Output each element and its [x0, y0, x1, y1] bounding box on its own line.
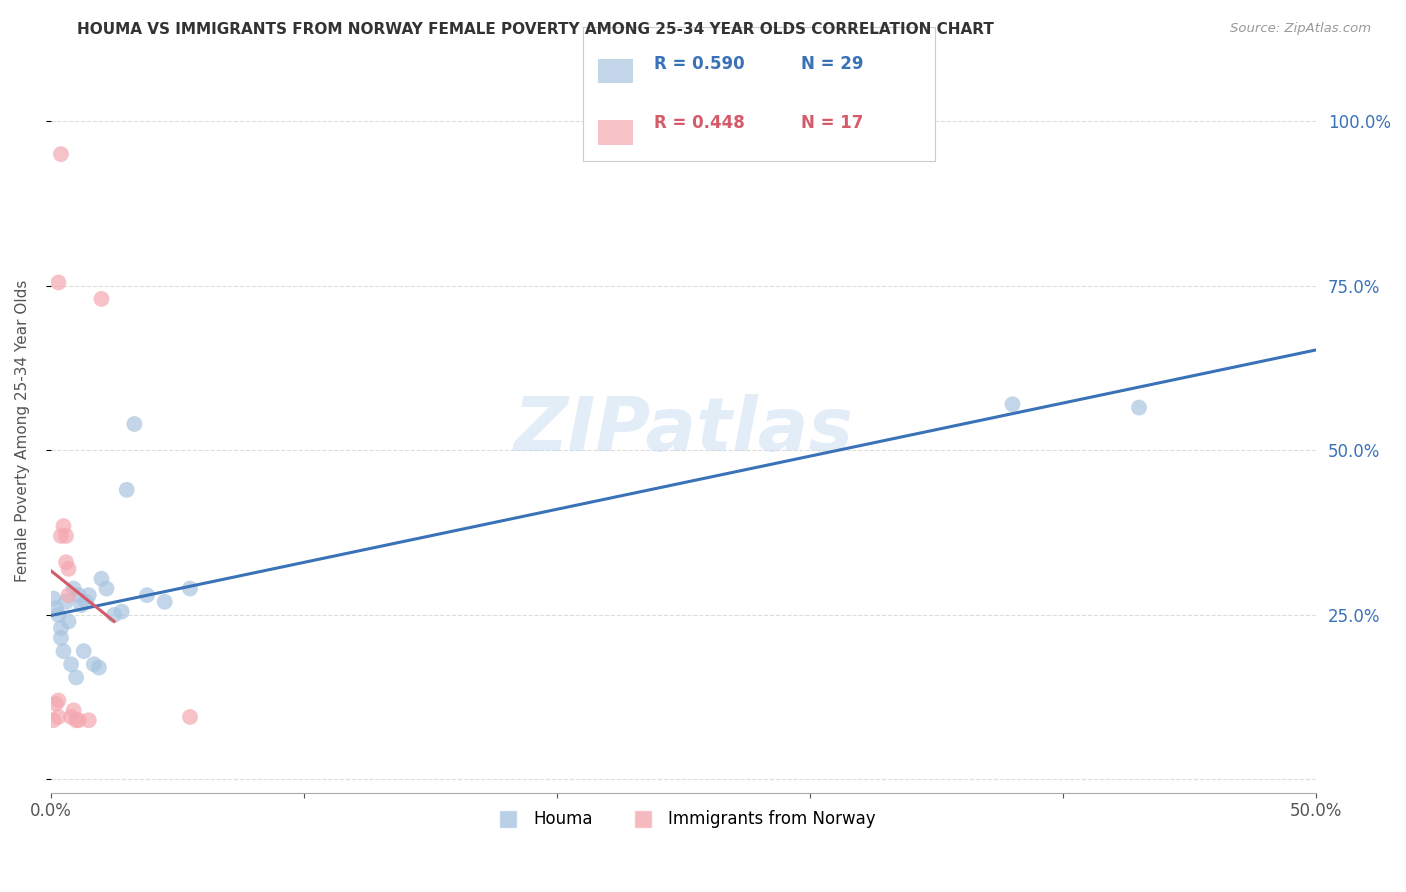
Point: [42, 713, 65, 727]
Text: N = 17: N = 17: [801, 114, 863, 132]
Point: [62, 582, 84, 596]
Point: [45, 601, 67, 615]
Bar: [598, 120, 633, 145]
Point: [83, 657, 105, 672]
Point: [49, 147, 72, 161]
Text: HOUMA VS IMMIGRANTS FROM NORWAY FEMALE POVERTY AMONG 25-34 YEAR OLDS CORRELATION: HOUMA VS IMMIGRANTS FROM NORWAY FEMALE P…: [77, 22, 994, 37]
Point: [45, 697, 67, 711]
Point: [58, 588, 80, 602]
Point: [1128, 401, 1150, 415]
Point: [49, 621, 72, 635]
Point: [48, 710, 70, 724]
Point: [65, 670, 87, 684]
Point: [179, 582, 201, 596]
Point: [67, 588, 90, 602]
Point: [77, 588, 100, 602]
Point: [136, 588, 159, 602]
Text: N = 29: N = 29: [801, 55, 863, 73]
Point: [87, 660, 110, 674]
Point: [90, 292, 112, 306]
Point: [58, 562, 80, 576]
Point: [48, 276, 70, 290]
Legend: Houma, Immigrants from Norway: Houma, Immigrants from Norway: [485, 804, 882, 835]
Point: [48, 607, 70, 622]
Point: [60, 710, 83, 724]
Point: [73, 644, 96, 658]
Point: [49, 529, 72, 543]
Point: [52, 519, 75, 533]
Point: [48, 693, 70, 707]
Point: [90, 572, 112, 586]
Point: [55, 555, 77, 569]
Point: [52, 644, 75, 658]
Point: [179, 710, 201, 724]
Point: [153, 595, 176, 609]
Point: [67, 713, 90, 727]
Point: [60, 657, 83, 672]
Point: [58, 615, 80, 629]
Text: R = 0.590: R = 0.590: [654, 55, 744, 73]
Point: [124, 417, 146, 431]
Point: [111, 605, 134, 619]
Text: Source: ZipAtlas.com: Source: ZipAtlas.com: [1230, 22, 1371, 36]
Point: [75, 595, 97, 609]
Point: [49, 631, 72, 645]
Point: [65, 713, 87, 727]
Text: R = 0.448: R = 0.448: [654, 114, 745, 132]
Y-axis label: Female Poverty Among 25-34 Year Olds: Female Poverty Among 25-34 Year Olds: [15, 279, 30, 582]
Point: [103, 607, 125, 622]
Point: [62, 703, 84, 717]
Point: [55, 529, 77, 543]
Text: ZIPatlas: ZIPatlas: [513, 394, 853, 467]
Point: [42, 591, 65, 606]
Point: [96, 582, 118, 596]
Bar: [598, 59, 633, 83]
Point: [77, 713, 100, 727]
Point: [115, 483, 138, 497]
Point: [70, 598, 93, 612]
Point: [55, 595, 77, 609]
Point: [1001, 397, 1024, 411]
